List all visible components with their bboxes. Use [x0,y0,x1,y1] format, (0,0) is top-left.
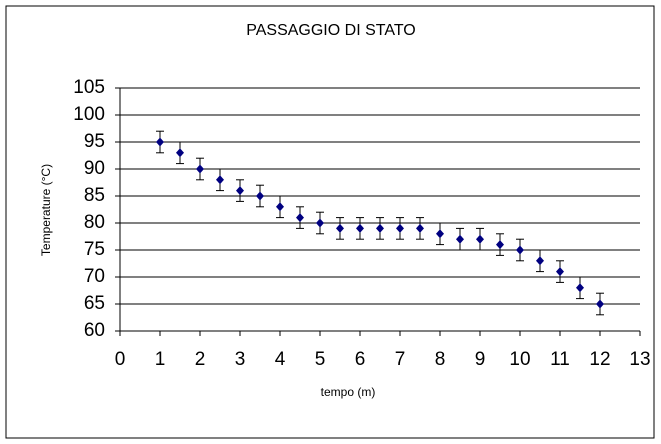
point [276,202,284,212]
x-tick-label: 5 [315,349,326,370]
y-tick-label: 65 [84,293,105,314]
point [216,175,224,185]
y-tick-label: 80 [84,212,105,233]
x-tick-label: 8 [435,349,446,370]
x-tick-label: 10 [509,349,530,370]
point [196,164,204,174]
point [596,299,604,309]
x-tick-label: 1 [155,349,166,370]
chart-border [5,5,655,439]
point [156,137,164,147]
x-axis-label: tempo (m) [321,385,376,399]
point [416,223,424,233]
point [376,223,384,233]
point [516,245,524,255]
point [176,148,184,158]
x-tick-label: 12 [589,349,610,370]
point [316,218,324,228]
x-tick-label: 3 [235,349,246,370]
x-tick-label: 7 [395,349,406,370]
y-axis-label: Temperature (°C) [39,164,53,256]
x-tick-label: 13 [629,349,650,370]
point [336,223,344,233]
x-tick-label: 9 [475,349,486,370]
point [496,240,504,250]
y-tick-label: 70 [84,266,105,287]
x-tick-label: 4 [275,349,286,370]
point [476,234,484,244]
y-tick-label: 75 [84,239,105,260]
y-tick-label: 105 [73,77,105,98]
point [236,186,244,196]
y-tick-label: 100 [73,104,105,125]
point [436,229,444,239]
y-tick-label: 90 [84,158,105,179]
y-tick-label: 85 [84,185,105,206]
point [356,223,364,233]
x-tick-label: 6 [355,349,366,370]
point [556,267,564,277]
y-tick-label: 60 [84,320,105,341]
x-tick-label: 11 [550,349,570,370]
point [396,223,404,233]
x-tick-label: 2 [195,349,206,370]
x-tick-label: 0 [115,349,126,370]
point [536,256,544,266]
point [576,283,584,293]
point [296,213,304,223]
point [456,234,464,244]
y-tick-label: 95 [84,131,105,152]
point [256,191,264,201]
chart-title: PASSAGGIO DI STATO [246,22,416,39]
